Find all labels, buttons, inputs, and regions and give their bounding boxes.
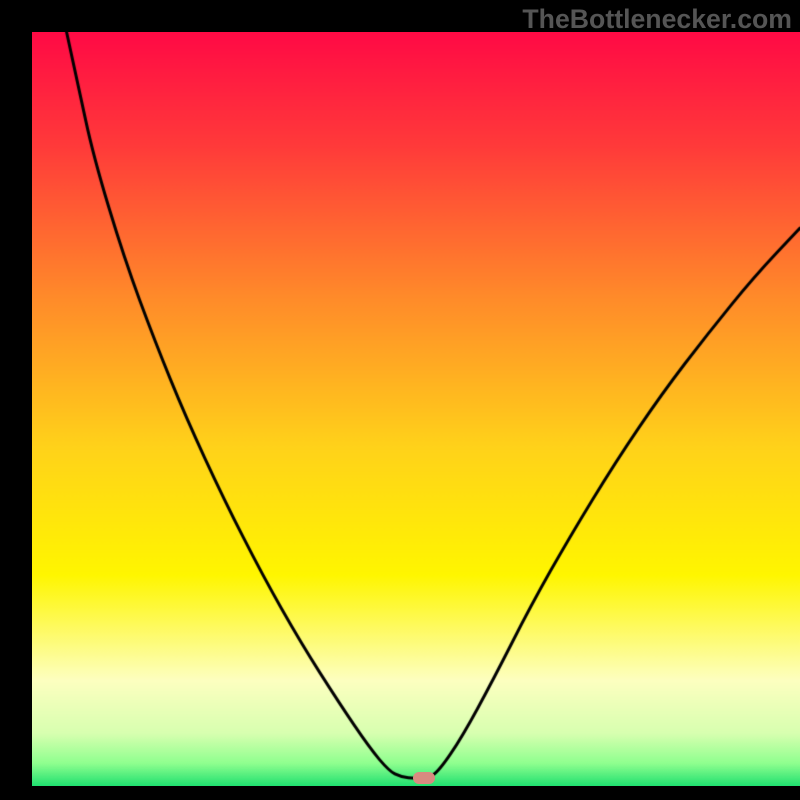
chart-container: TheBottlenecker.com <box>0 0 800 800</box>
watermark-text: TheBottlenecker.com <box>522 4 792 35</box>
performance-curve <box>32 32 800 786</box>
optimal-point-marker <box>413 772 435 784</box>
plot-area <box>32 32 800 786</box>
